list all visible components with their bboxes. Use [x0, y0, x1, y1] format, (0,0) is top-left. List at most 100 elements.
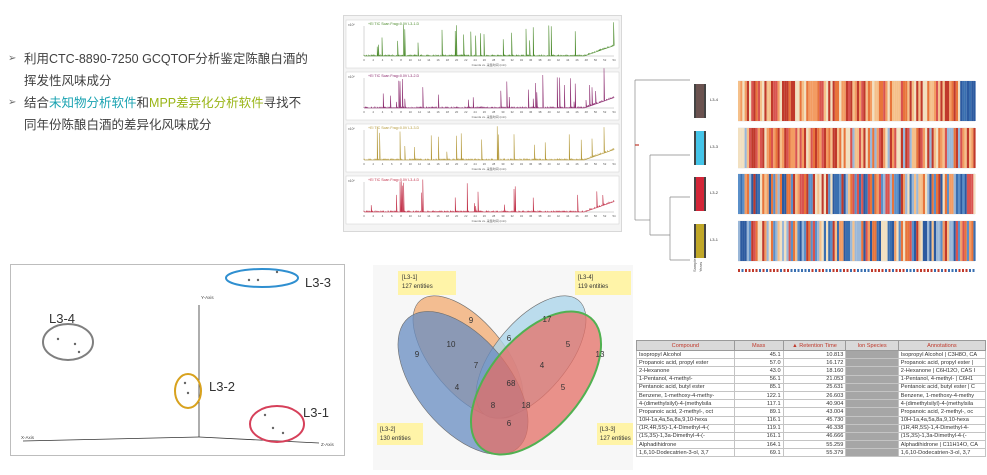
x-tick-label: 26 — [483, 110, 487, 114]
heatmap-cell — [859, 128, 862, 168]
heatmap-cell — [927, 128, 930, 168]
x-tick-label: 32 — [511, 110, 515, 114]
annotation-tick — [892, 269, 894, 272]
heatmap-cell — [762, 128, 765, 168]
annotation-tick — [822, 269, 824, 272]
heatmap-cell — [872, 221, 875, 261]
heatmap-cell — [918, 221, 921, 261]
table-row[interactable]: Pentanoic acid, butyl ester 85.1 25.631 Pen… — [636, 382, 987, 392]
heatmap-cell — [931, 221, 934, 261]
heatmap-cell — [953, 174, 956, 214]
annotation-tick — [804, 269, 807, 272]
heatmap-cell — [883, 221, 886, 261]
table-row[interactable]: (1S,3S)-1,3a-Dimethyl-4-(- 161.1 46.666 (1S… — [636, 431, 987, 442]
table-row[interactable]: Propanoic acid, propyl ester 57.0 16.172 Pr… — [636, 358, 987, 368]
x-tick-label: 54 — [612, 58, 616, 62]
cell-mass: 57.0 — [733, 358, 784, 368]
table-row[interactable]: Alphadihidrone 164.1 55.259 Alphadihidrone … — [636, 440, 987, 450]
x-tick-label: 24 — [474, 214, 478, 218]
x-tick-label: 32 — [511, 58, 515, 62]
heatmap-cell — [966, 174, 969, 214]
x-tick-label: 26 — [483, 162, 487, 166]
heatmap-cell — [856, 81, 859, 121]
column-header-annotations[interactable]: Annotations — [897, 340, 987, 351]
table-row[interactable]: 1-Pentanol, 4-methyl- 56.1 21.053 1-Pentano… — [636, 374, 987, 384]
table-row[interactable]: Benzene, 1-methoxy-4-methy- 122.1 26.603 Be… — [636, 390, 987, 401]
heatmap-cell — [746, 128, 749, 168]
heatmap-cell — [793, 174, 796, 214]
heatmap-cell — [757, 81, 760, 121]
sample-point — [77, 350, 81, 354]
annotation-tick — [836, 269, 838, 272]
heatmap-cell — [788, 221, 791, 261]
heatmap-cell — [753, 221, 756, 261]
column-header-retention-time[interactable]: ▲ Retention Time — [782, 340, 847, 351]
heatmap-cell — [797, 174, 800, 214]
heatmap-cell — [896, 174, 899, 214]
heatmap-cell — [810, 81, 813, 121]
table-row[interactable]: 2-Hexanone 43.0 18.160 2-Hexanone | C6H12O,… — [636, 366, 987, 376]
heatmap-cell — [892, 81, 895, 121]
cell-compound: Alphadihidrone — [636, 440, 735, 450]
x-tick-label: 46 — [575, 110, 579, 114]
heatmap-cell — [755, 221, 758, 261]
x-tick-label: 28 — [492, 162, 496, 166]
heatmap-cell — [854, 128, 857, 168]
x-tick-label: 12 — [418, 214, 422, 218]
heatmap-cell — [922, 221, 925, 261]
column-header-mass[interactable]: Mass — [733, 340, 784, 351]
heatmap-cell — [782, 221, 785, 261]
heatmap-cell — [830, 128, 833, 168]
compound-table-panel: Compound Mass ▲ Retention Time Ion Speci… — [636, 340, 987, 458]
heatmap-cell — [817, 81, 820, 121]
heatmap-cell — [848, 128, 851, 168]
x-tick-label: 14 — [427, 214, 431, 218]
heatmap-cell — [881, 221, 884, 261]
annotation-tick — [773, 269, 775, 272]
table-row[interactable]: 4-(dimethylsilyl)-4-(methylsila 117.1 40.9… — [636, 399, 987, 409]
table-row[interactable]: 10H-1a,4a,5a,8a,9,10-hexa 116.1 45.730 10H-… — [636, 415, 987, 425]
x-tick-label: 42 — [557, 162, 561, 166]
heatmap-cell — [810, 174, 813, 214]
column-header-compound[interactable]: Compound — [636, 340, 735, 351]
annotation-tick — [955, 269, 957, 272]
heatmap-cell — [848, 221, 851, 261]
heatmap-cell — [925, 81, 928, 121]
heatmap-cell — [931, 81, 934, 121]
trace-title: +EI TIC Scan Frag=0.0V L3-2.D — [368, 74, 419, 78]
x-tick-label: 48 — [585, 110, 589, 114]
heatmap-cell — [922, 81, 925, 121]
heatmap-cell — [936, 174, 939, 214]
x-tick-label: 12 — [418, 162, 422, 166]
annotation-tick — [811, 269, 814, 272]
heatmap-cell — [749, 128, 752, 168]
x-axis-label: X-Axis — [21, 435, 35, 440]
heatmap-cell — [744, 128, 747, 168]
set-label-box-l3-4 — [575, 271, 631, 295]
heatmap-cell — [940, 128, 943, 168]
heatmap-cell — [751, 128, 754, 168]
x-tick-label: 4 — [382, 110, 384, 114]
heatmap-cell — [757, 128, 760, 168]
x-tick-label: 48 — [585, 162, 589, 166]
heatmap-cell — [841, 174, 844, 214]
heatmap-cell — [889, 174, 892, 214]
y-scale-label: x10⁶ — [348, 127, 355, 131]
heatmap-cell — [799, 221, 802, 261]
x-tick-label: 18 — [446, 58, 450, 62]
cell-retention-time: 26.603 — [782, 390, 847, 401]
heatmap-cell — [905, 221, 908, 261]
table-row[interactable]: 1,6,10-Dodecatrien-3-ol, 3,7 69.1 55.379 1,… — [636, 448, 987, 458]
column-header-ion-species[interactable]: Ion Species — [845, 340, 899, 351]
table-row[interactable]: Propanoic acid, 2-methyl-, oct 89.1 43.004… — [636, 407, 987, 417]
heatmap-cell — [852, 128, 855, 168]
heatmap-cell — [933, 221, 936, 261]
group-color-bar — [696, 131, 704, 165]
heatmap-cell — [826, 221, 829, 261]
cell-retention-time: 46.666 — [782, 431, 847, 442]
heatmap-cell — [867, 128, 870, 168]
table-row[interactable]: Isopropyl Alcohol 45.1 10.813 Isopropyl Alc… — [636, 349, 987, 360]
heatmap-cell — [951, 174, 954, 214]
heatmap-cell — [845, 128, 848, 168]
table-row[interactable]: (1R,4R,5S)-1,4-Dimethyl-4-(119.1 46.338 (1… — [636, 423, 987, 433]
